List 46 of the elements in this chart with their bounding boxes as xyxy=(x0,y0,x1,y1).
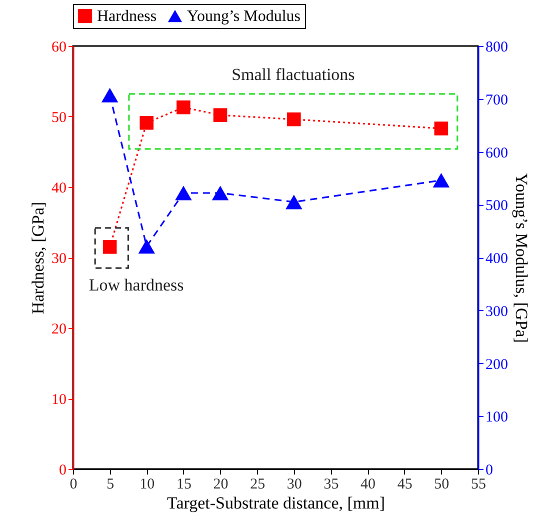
point xyxy=(175,186,192,200)
y-axis-title: Hardness, [GPa] xyxy=(28,202,48,314)
annotation: Small flactuations xyxy=(232,64,355,84)
y-tick-label: 0 xyxy=(59,462,66,478)
y2-tick-label: 100 xyxy=(486,410,508,426)
y2-tick-label: 300 xyxy=(486,304,508,320)
y-tick-label: 60 xyxy=(52,40,66,56)
point xyxy=(140,116,154,130)
x-tick-label: 20 xyxy=(213,476,228,492)
x-tick-label: 0 xyxy=(70,476,78,492)
point xyxy=(101,88,118,102)
point xyxy=(213,108,228,122)
y2-axis-title: Young’s Modulus, [GPa] xyxy=(512,173,531,343)
x-tick-label: 45 xyxy=(397,476,412,492)
point xyxy=(287,112,301,126)
y2-tick-label: 200 xyxy=(486,356,508,373)
x-tick-label: 55 xyxy=(471,476,486,492)
legend-label: Hardness xyxy=(97,8,157,25)
x-tick-label: 10 xyxy=(140,476,155,492)
y2-tick-label: 600 xyxy=(486,145,508,162)
y-tick-label: 50 xyxy=(52,110,66,126)
x-tick-label: 15 xyxy=(176,476,192,492)
legend-label: Young’s Modulus xyxy=(187,8,301,25)
point xyxy=(434,122,448,136)
y-tick-label: 30 xyxy=(52,251,66,267)
point xyxy=(176,100,190,114)
y-tick-label: 10 xyxy=(52,392,66,408)
x-tick-label: 50 xyxy=(434,476,450,492)
y2-tick-label: 400 xyxy=(486,251,508,267)
point xyxy=(212,186,229,200)
y-tick-label: 20 xyxy=(52,322,66,338)
x-tick-label: 35 xyxy=(324,476,339,492)
x-tick-label: 25 xyxy=(250,476,266,492)
y-tick-label: 40 xyxy=(52,180,66,196)
y2-tick-label: 500 xyxy=(486,198,508,214)
x-tick-label: 5 xyxy=(106,476,114,492)
point xyxy=(432,173,450,188)
x-tick-label: 30 xyxy=(286,476,302,492)
y2-tick-label: 800 xyxy=(486,40,508,56)
x-axis-title: Target-Substrate distance, [mm] xyxy=(166,494,386,512)
annotation: Low hardness xyxy=(88,276,184,295)
y2-tick-label: 700 xyxy=(486,92,508,108)
point xyxy=(138,239,156,254)
point xyxy=(286,194,302,210)
y2-tick-label: 0 xyxy=(486,462,493,478)
x-tick-label: 40 xyxy=(360,476,376,492)
